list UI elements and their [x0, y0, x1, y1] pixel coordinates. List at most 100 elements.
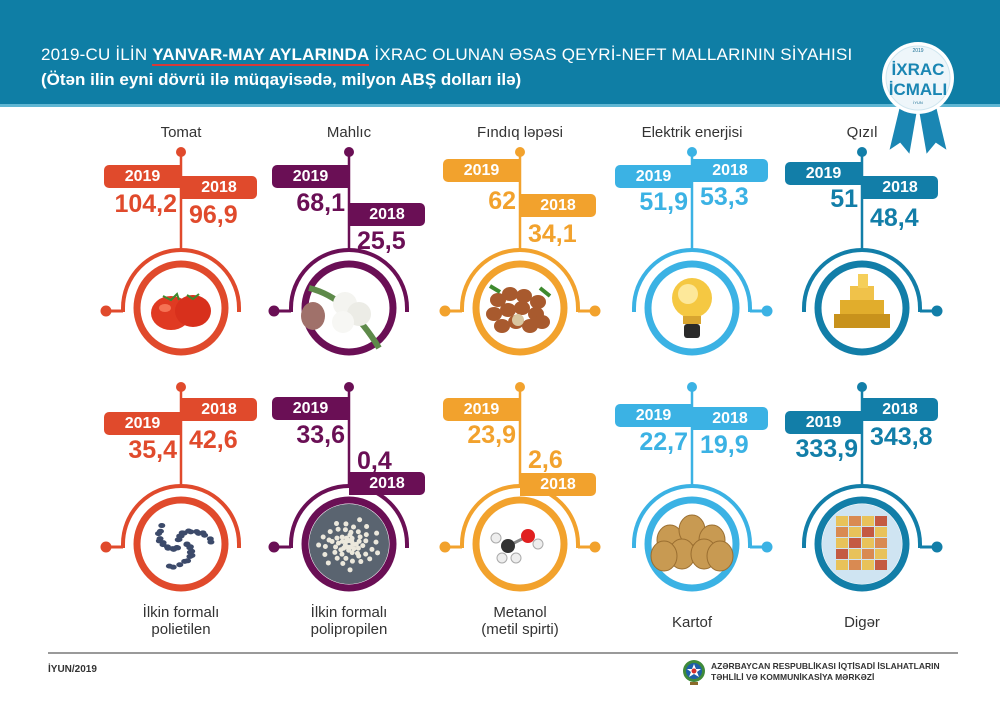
value-2018: 53,3	[700, 183, 749, 211]
pole-dot	[176, 147, 186, 157]
polyethylene-image	[155, 523, 215, 570]
header-banner: 2019-CU İLİN YANVAR-MAY AYLARINDA İXRAC …	[0, 0, 1000, 107]
year-tag-2019: 2019	[443, 398, 520, 421]
value-2019: 51	[830, 185, 858, 213]
polypropylene-image	[309, 504, 389, 584]
pole-dot	[687, 147, 697, 157]
connector-dot	[931, 305, 943, 317]
pole-dot	[344, 147, 354, 157]
item-graphic	[632, 382, 773, 592]
value-2019: 333,9	[795, 435, 858, 463]
item-label: Elektrik enerjisi	[641, 124, 743, 141]
connector-dot	[931, 541, 943, 553]
tomato-image	[151, 292, 211, 330]
year-tag-2019: 2019	[615, 404, 692, 427]
item-label: Kartof	[671, 614, 713, 631]
value-2018: 96,9	[189, 201, 238, 229]
title-prefix: 2019-CU İLİN	[41, 45, 153, 64]
item-graphic	[439, 382, 601, 592]
page-title: 2019-CU İLİN YANVAR-MAY AYLARINDA İXRAC …	[41, 45, 852, 66]
outer-arc	[460, 248, 580, 312]
connector-dot	[589, 541, 601, 553]
item-label: Metanol (metil spirti)	[420, 604, 620, 638]
outer-arc	[632, 248, 752, 312]
rosette-icon	[882, 42, 954, 114]
value-2019: 33,6	[296, 421, 345, 449]
year-tag-2018: 2018	[181, 176, 257, 199]
state-emblem-icon	[683, 660, 705, 685]
connector-dot	[439, 541, 451, 553]
outer-arc	[289, 248, 409, 312]
year-tag-2018: 2018	[520, 194, 596, 217]
connector-dot	[439, 305, 451, 317]
year-tag-2019: 2019	[272, 165, 349, 188]
year-tag-2018: 2018	[349, 203, 425, 226]
value-2019: 51,9	[639, 188, 688, 216]
org-line1: AZƏRBAYCAN RESPUBLİKASI İQTİSADİ İSLAHAT…	[711, 661, 940, 671]
lightbulb-image	[672, 278, 712, 338]
org-line2: TƏHLİLİ VƏ KOMMUNİKASİYA MƏRKƏZİ	[711, 672, 875, 682]
value-2019: 22,7	[639, 428, 688, 456]
item-label-line1: Metanol	[493, 604, 547, 621]
item-label: İlkin formalı polipropilen	[249, 604, 449, 638]
footer-date: İYUN/2019	[48, 664, 97, 675]
outer-arc	[632, 484, 752, 548]
year-tag-2018: 2018	[520, 473, 596, 496]
value-2018: 0,4	[357, 447, 392, 475]
value-2018: 34,1	[528, 220, 577, 248]
year-tag-2018: 2018	[692, 159, 768, 182]
year-tag-2019: 2019	[785, 162, 862, 185]
badge-line2: İCMALI	[889, 80, 948, 99]
page-subtitle: (Ötən ilin eyni dövrü ilə müqayisədə, mi…	[41, 70, 522, 89]
outer-arc	[802, 484, 922, 548]
item-label-line2: polipropilen	[310, 621, 388, 638]
item-graphic	[268, 147, 409, 356]
hazelnut-image	[486, 284, 552, 333]
value-2019: 68,1	[296, 189, 345, 217]
value-2018: 48,4	[870, 204, 919, 232]
year-tag-2019: 2019	[104, 165, 181, 188]
ixrac-icmali-badge: 2019 İXRAC İCMALI İYUN	[882, 42, 954, 158]
value-2018: 19,9	[700, 431, 749, 459]
gold-image	[834, 274, 890, 328]
potato-image	[650, 514, 734, 572]
item-label-line2: (metil spirti)	[481, 621, 559, 638]
methanol-image	[490, 529, 544, 564]
year-tag-2018: 2018	[862, 176, 938, 199]
item-graphic	[439, 147, 601, 356]
outer-arc	[121, 484, 241, 548]
pole-dot	[515, 382, 525, 392]
pole-dot	[344, 382, 354, 392]
year-tag-2018: 2018	[181, 398, 257, 421]
badge-year: 2019	[912, 48, 923, 54]
value-2018: 2,6	[528, 446, 563, 474]
containers-image	[822, 504, 902, 584]
item-graphic	[100, 147, 241, 356]
year-tag-2018: 2018	[692, 407, 768, 430]
pole-dot	[857, 382, 867, 392]
outer-arc	[802, 248, 922, 312]
connector-dot	[589, 305, 601, 317]
value-2018: 343,8	[870, 423, 933, 451]
pole-dot	[515, 147, 525, 157]
inner-ring	[133, 496, 229, 592]
pole-dot	[176, 382, 186, 392]
connector-dot	[100, 305, 112, 317]
item-graphic	[100, 382, 241, 592]
footer-organization: AZƏRBAYCAN RESPUBLİKASI İQTİSADİ İSLAHAT…	[711, 661, 940, 683]
item-graphic	[632, 147, 773, 356]
item-label-line1: İlkin formalı	[310, 604, 388, 621]
item-label: Fındıq ləpəsi	[477, 124, 563, 141]
outer-arc	[121, 248, 241, 312]
title-highlight: YANVAR-MAY AYLARINDA	[152, 45, 370, 66]
connector-dot	[268, 541, 280, 553]
year-tag-2019: 2019	[104, 412, 181, 435]
pole-dot	[857, 147, 867, 157]
footer-divider	[48, 652, 958, 654]
connector-dot	[268, 305, 280, 317]
connector-dot	[761, 305, 773, 317]
item-graphic	[802, 147, 943, 356]
year-tag-2019: 2019	[615, 165, 692, 188]
item-label: Digər	[844, 614, 880, 631]
value-2019: 62	[488, 187, 516, 215]
